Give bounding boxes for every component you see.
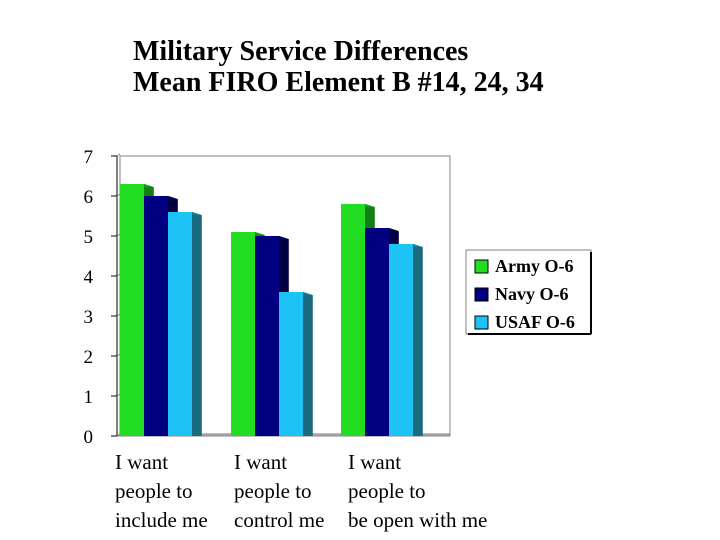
bar xyxy=(255,236,279,436)
y-tick-label: 3 xyxy=(84,307,94,328)
category-label-include: I want people to include me xyxy=(115,450,208,532)
y-grid-stub xyxy=(116,153,121,157)
legend-swatch xyxy=(474,315,489,330)
legend-entry-label: Army O-6 xyxy=(495,256,573,276)
bar xyxy=(279,292,303,436)
legend-swatch xyxy=(474,259,489,274)
y-grid-stub xyxy=(116,313,121,317)
y-tick-label: 7 xyxy=(84,147,94,168)
bar xyxy=(365,228,389,436)
chart-title: Military Service Differences Mean FIRO E… xyxy=(133,36,693,98)
legend-entry-label: Navy O-6 xyxy=(495,284,569,304)
y-grid-stub xyxy=(116,273,121,277)
y-grid-stub xyxy=(116,233,121,237)
y-tick-label: 4 xyxy=(84,267,94,288)
y-tick-label: 1 xyxy=(84,387,94,408)
y-grid-stub xyxy=(116,433,121,437)
y-tick-label: 6 xyxy=(84,187,94,208)
y-tick-label: 5 xyxy=(84,227,94,248)
category-label-control: I want people to control me xyxy=(234,450,325,532)
y-tick-label: 0 xyxy=(84,427,94,448)
bar-side xyxy=(303,292,313,436)
y-tick-label: 2 xyxy=(84,347,94,368)
bar xyxy=(231,232,255,436)
legend-swatch xyxy=(474,287,489,302)
bar xyxy=(120,184,144,436)
chart-title-line-1: Military Service Differences xyxy=(133,36,469,67)
chart-title-line-2: Mean FIRO Element B #14, 24, 34 xyxy=(133,67,544,98)
y-grid-stub xyxy=(116,353,121,357)
bar xyxy=(168,212,192,436)
bar xyxy=(144,196,168,436)
bar xyxy=(341,204,365,436)
legend-entry-label: USAF O-6 xyxy=(495,312,575,332)
bar-side xyxy=(192,212,202,436)
y-grid-stub xyxy=(116,193,121,197)
y-grid-stub xyxy=(116,393,121,397)
category-label-open: I want people to be open with me xyxy=(348,450,488,532)
bar-side xyxy=(413,244,423,436)
bar xyxy=(389,244,413,436)
